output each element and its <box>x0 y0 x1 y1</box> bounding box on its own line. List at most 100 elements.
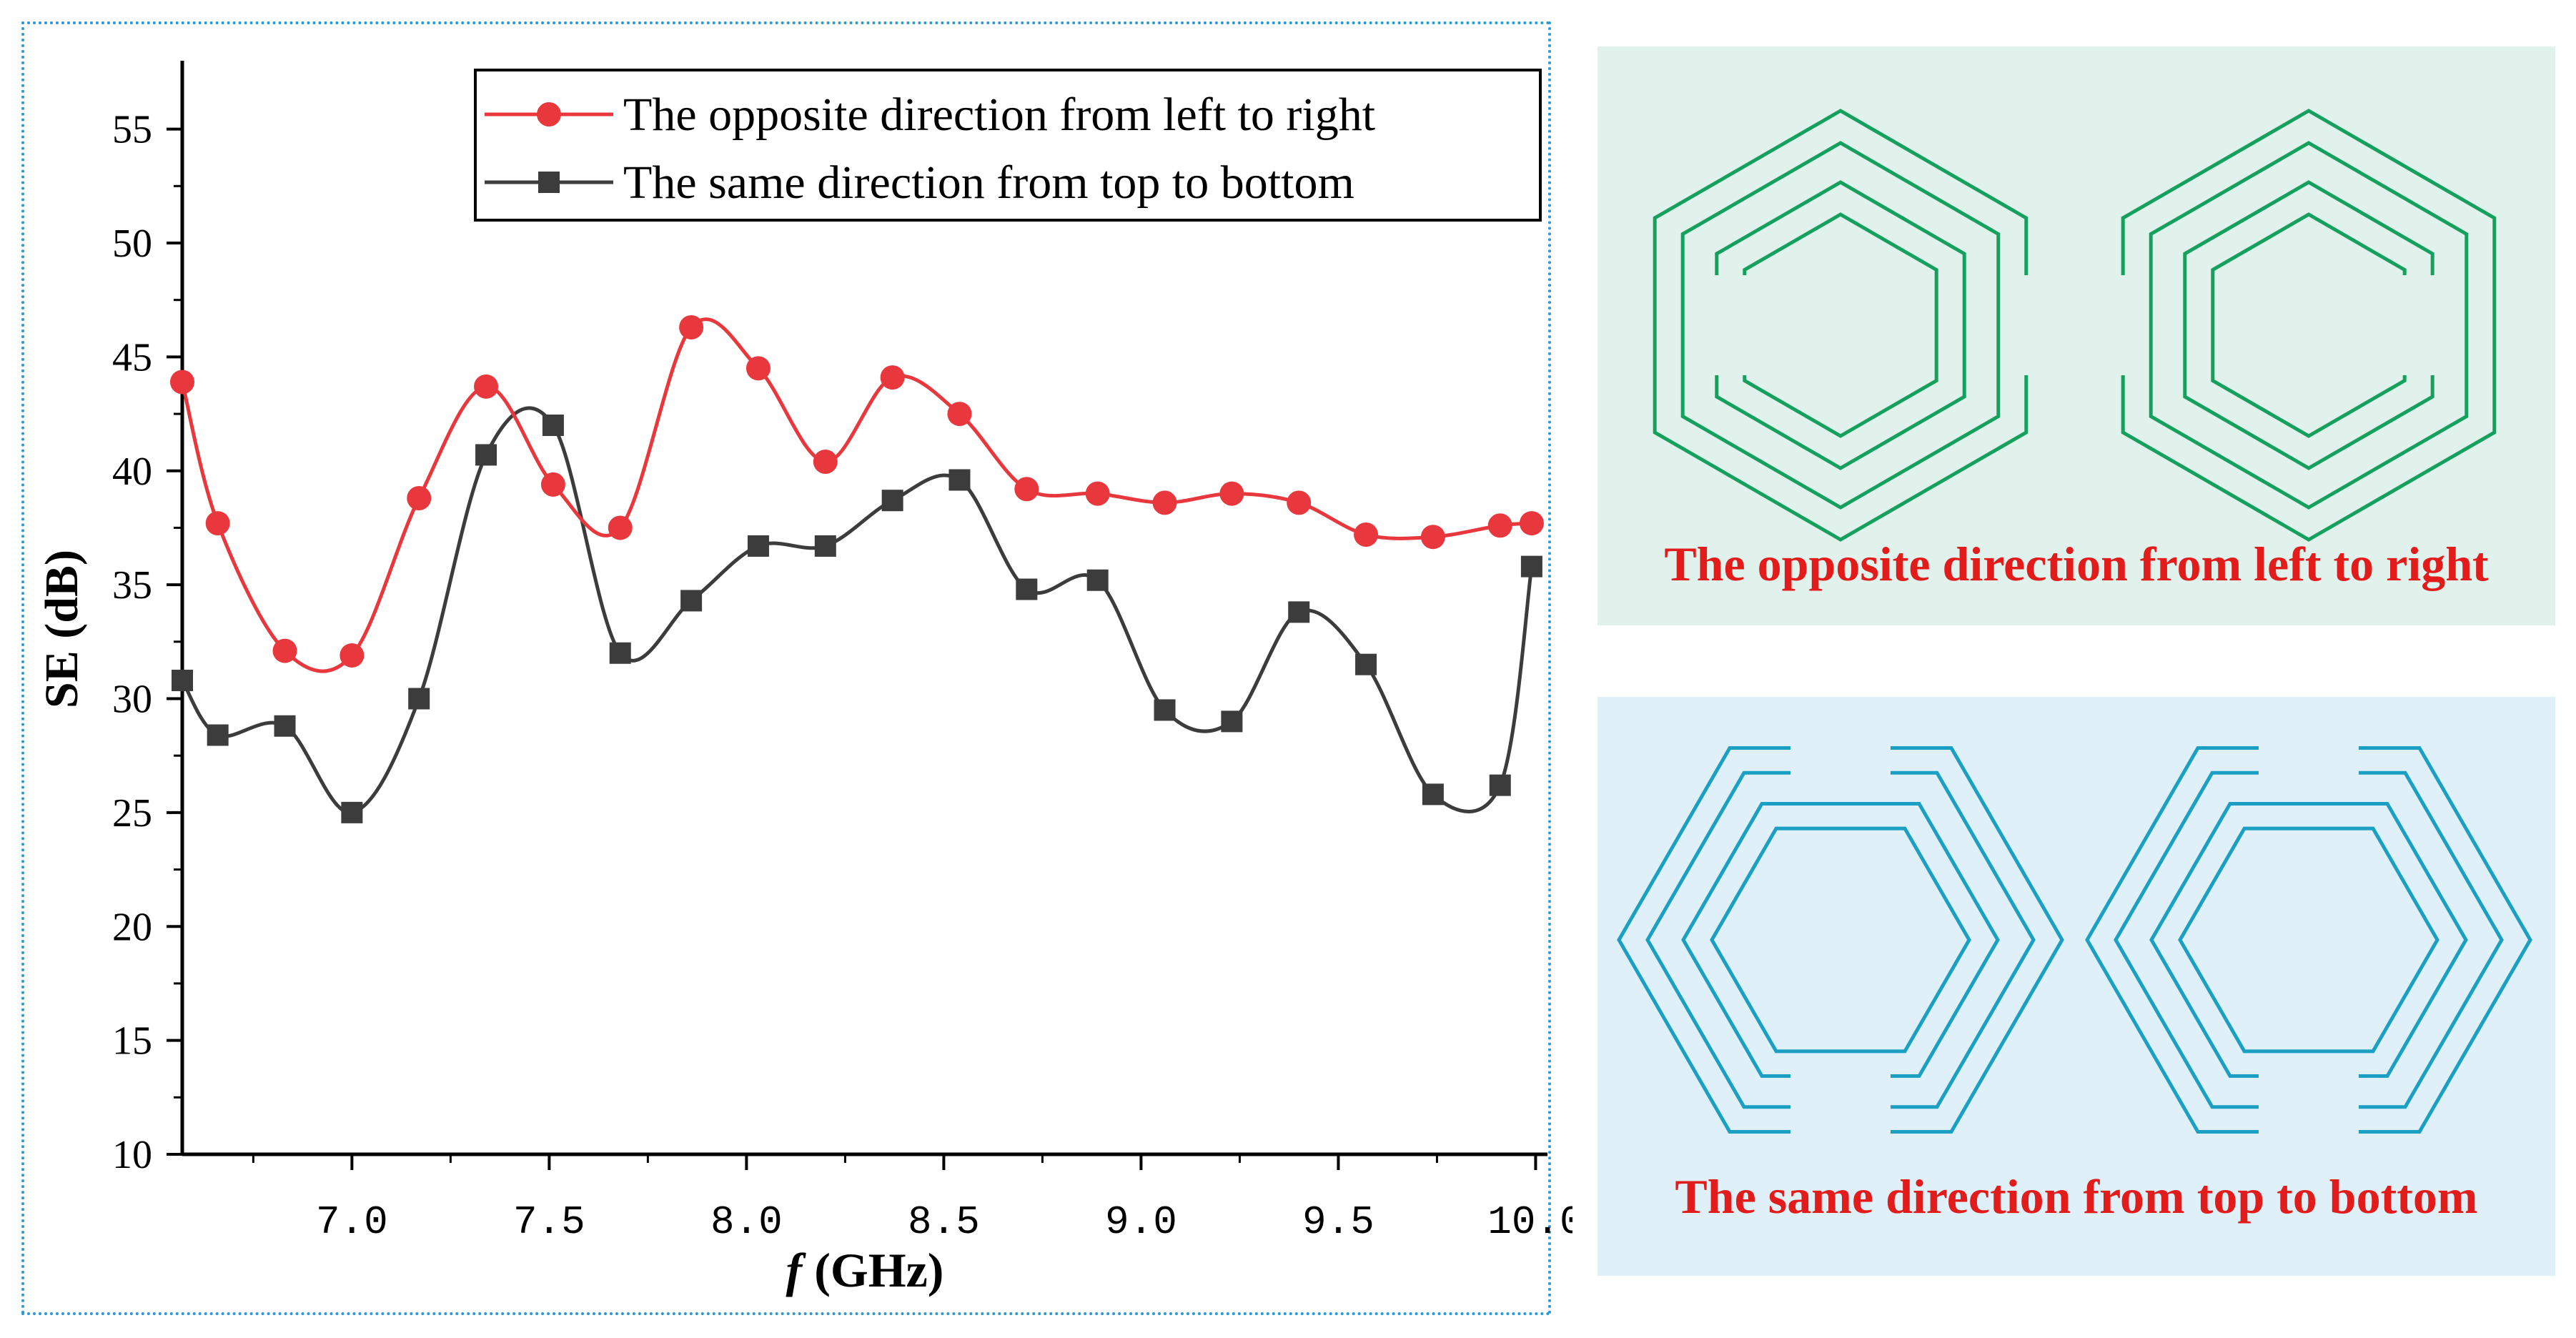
srr-unit <box>2085 704 2532 1176</box>
srr-ring-1 <box>1617 746 2064 1134</box>
srr-ring-3 <box>1681 802 2000 1078</box>
srr-ring-1 <box>1653 109 2028 542</box>
chart-frame <box>21 21 1551 1315</box>
srr-unit <box>1617 704 2064 1176</box>
series-1-point <box>880 365 905 390</box>
series-1-point <box>1354 522 1379 547</box>
series-1-point <box>407 486 432 510</box>
srr-ring-3 <box>1715 180 1966 470</box>
series-1-point <box>170 370 194 395</box>
srr-unit <box>1653 109 2055 542</box>
y-tick-label: 50 <box>112 222 152 266</box>
srr-ring-2 <box>2149 141 2469 510</box>
series-1-point <box>1487 513 1512 538</box>
series-1-point <box>340 643 365 668</box>
series-2-point <box>542 415 564 436</box>
srr-ring-2 <box>1680 141 2001 510</box>
y-tick-label: 10 <box>112 1133 152 1177</box>
srr-ring-1 <box>2085 746 2532 1134</box>
same-direction-panel: The same direction from top to bottom <box>1597 697 2555 1276</box>
series-2-point <box>1520 555 1542 578</box>
srr-ring-2 <box>1645 770 2036 1109</box>
legend-label: The same direction from top to bottom <box>623 157 1354 209</box>
series-1-point <box>1519 511 1544 536</box>
series-2-point <box>948 469 971 491</box>
series-1-line <box>180 317 1532 673</box>
series-2-point <box>609 642 631 664</box>
series-2-point <box>814 535 836 557</box>
series-1-point <box>1420 525 1445 550</box>
srr-inner-gap <box>2391 275 2441 375</box>
series-1-point <box>540 472 565 497</box>
series-1-point <box>205 511 230 536</box>
opposite-direction-panel: The opposite direction from left to righ… <box>1597 46 2555 625</box>
series-2-point <box>1086 569 1109 591</box>
y-tick-label: 35 <box>112 563 152 608</box>
series-2-point <box>747 535 769 557</box>
y-tick-label: 15 <box>112 1019 152 1064</box>
srr-ring-3 <box>2149 802 2468 1078</box>
opposite-direction-srr-pattern <box>1653 109 2497 542</box>
x-tick-label: 7.5 <box>513 1199 585 1245</box>
y-tick-label: 40 <box>112 450 152 494</box>
same-direction-srr-pattern <box>1617 704 2532 1176</box>
series-1-point <box>1085 481 1110 506</box>
series-2-line <box>180 406 1534 815</box>
series-1-point <box>1152 490 1177 515</box>
series-2-point <box>1221 710 1243 733</box>
same-direction-caption: The same direction from top to bottom <box>1675 1169 2478 1224</box>
legend-label: The opposite direction from left to righ… <box>623 89 1375 141</box>
series-2-point <box>274 715 296 737</box>
y-tick-label: 25 <box>112 791 152 836</box>
srr-ring-4 <box>2211 212 2407 438</box>
series-2-point <box>680 590 703 612</box>
series-1-point <box>272 638 297 663</box>
legend-marker-square <box>538 172 560 193</box>
series-1-point <box>947 402 972 427</box>
series-2-point <box>408 688 430 710</box>
series-2-point <box>1016 578 1038 600</box>
series-2-point <box>1154 699 1176 721</box>
srr-unit <box>2094 109 2497 542</box>
series-2-point <box>207 724 229 746</box>
legend-marker-circle <box>537 102 561 127</box>
series-1-point <box>679 314 704 340</box>
srr-bottom-gap <box>2259 1061 2359 1176</box>
series-2-point <box>1288 601 1310 623</box>
srr-top-gap <box>1790 704 1891 790</box>
x-tick-label: 8.5 <box>908 1199 980 1245</box>
srr-ring-4 <box>1743 212 1938 438</box>
srr-inner-gap <box>1708 275 1758 375</box>
opposite-direction-caption: The opposite direction from left to righ… <box>1664 537 2489 591</box>
srr-ring-1 <box>2121 109 2497 542</box>
x-tick-label: 10.0 <box>1487 1199 1572 1245</box>
x-tick-label: 9.5 <box>1302 1199 1374 1245</box>
series-2-point <box>172 670 193 691</box>
series-2-point <box>881 490 903 512</box>
srr-ring-2 <box>2114 770 2504 1109</box>
y-tick-label: 45 <box>112 335 152 380</box>
series-1 <box>170 314 1544 673</box>
x-tick-label: 8.0 <box>710 1199 783 1245</box>
y-tick-label: 30 <box>112 678 152 722</box>
series-1-point <box>1014 477 1039 502</box>
x-axis-label: f (GHz) <box>786 1243 944 1297</box>
series-1-point <box>813 450 838 474</box>
series-2-point <box>1355 653 1377 675</box>
x-tick-label: 9.0 <box>1105 1199 1177 1245</box>
series-2-point <box>1422 783 1444 806</box>
series-1-point <box>745 356 771 381</box>
srr-ring-4 <box>2178 826 2439 1054</box>
series-2-point <box>341 801 363 823</box>
se-chart: 10 15 20 25 30 35 40 45 50 55 7.0 7.5 8.0 8.5 9.0 9.5 10… <box>36 61 1572 1297</box>
srr-ring-3 <box>2183 180 2434 470</box>
srr-ring-4 <box>1710 826 1971 1054</box>
legend-box <box>474 69 1542 222</box>
series-2-point <box>475 444 497 466</box>
srr-outer-gap <box>2005 275 2055 375</box>
series-1-point <box>474 374 499 399</box>
x-tick-label: 7.0 <box>316 1199 388 1245</box>
series-1-point <box>1287 490 1312 515</box>
y-tick-label: 55 <box>112 108 152 152</box>
x-axis-label-unit: (GHz) <box>802 1243 943 1297</box>
